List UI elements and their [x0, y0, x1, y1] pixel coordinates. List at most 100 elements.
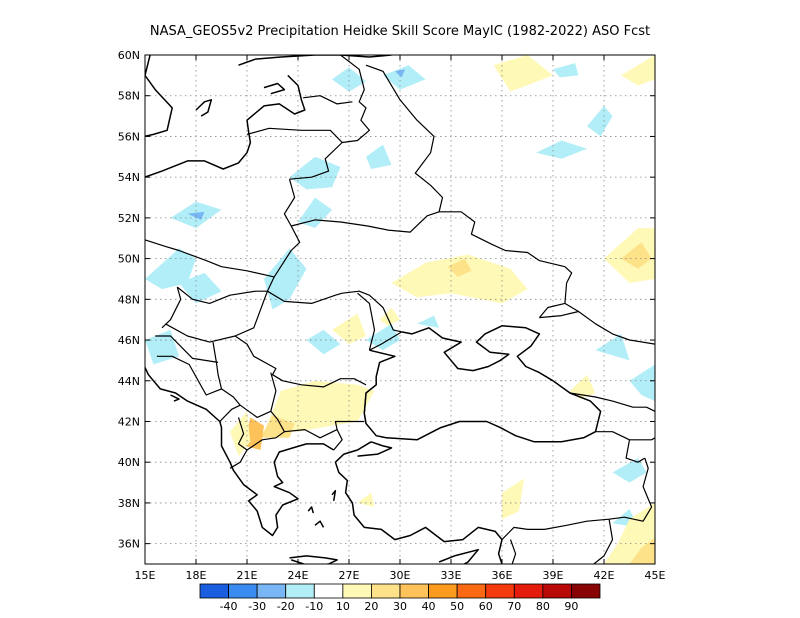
coastline: [314, 520, 325, 528]
lon-tick-label: 36E: [492, 569, 513, 582]
skill-score-shading: [145, 55, 655, 564]
lon-tick-label: 45E: [645, 569, 666, 582]
colorbar-label: 70: [507, 600, 521, 613]
coastline: [145, 74, 306, 178]
skill-shading-patch: [145, 329, 179, 365]
coastline: [401, 325, 602, 432]
lon-tick-label: 24E: [288, 569, 309, 582]
skill-shading-patch: [264, 248, 307, 310]
skill-shading-patch: [629, 364, 655, 402]
country-border: [509, 539, 517, 564]
colorbar-label: 90: [564, 600, 578, 613]
skill-shading-patch: [493, 55, 553, 92]
lat-lon-grid: [145, 55, 655, 564]
lat-tick-label: 52N: [118, 212, 140, 225]
country-border: [165, 290, 268, 343]
lat-tick-label: 44N: [118, 375, 140, 388]
skill-shading-patch: [447, 258, 472, 277]
colorbar-label: 80: [536, 600, 550, 613]
lon-tick-label: 15E: [135, 569, 156, 582]
coastline: [334, 441, 503, 564]
country-border: [156, 355, 222, 396]
country-border: [155, 335, 219, 363]
colorbar-swatch: [199, 583, 229, 599]
skill-shading-patch: [366, 323, 400, 351]
skill-shading-patch: [379, 307, 400, 326]
country-border: [569, 392, 655, 412]
colorbar-label: 50: [450, 600, 464, 613]
skill-shading-patch: [179, 272, 222, 304]
skill-shading-patch: [502, 478, 525, 520]
coastline: [145, 55, 173, 138]
axis-ticks: 15E 18E 21E 24E 27E 30E 33E 36E 39E 42E 45E 36N 38N 4…: [118, 49, 666, 582]
country-border: [270, 372, 365, 439]
lat-tick-label: 60N: [118, 49, 140, 62]
lat-tick-label: 36N: [118, 538, 140, 551]
colorbar-label: -10: [305, 600, 323, 613]
lat-tick-label: 42N: [118, 415, 140, 428]
coastline: [170, 394, 180, 402]
colorbar-label: 30: [393, 600, 407, 613]
skill-shading-patch: [366, 144, 392, 169]
skill-shading-patch: [621, 242, 652, 269]
coastline: [331, 489, 337, 502]
lat-tick-label: 50N: [118, 253, 140, 266]
coastline: [357, 441, 393, 457]
lon-tick-label: 27E: [339, 569, 360, 582]
country-border: [593, 519, 614, 564]
country-border: [212, 342, 272, 418]
skill-shading-patch: [230, 411, 251, 457]
coastline: [307, 506, 315, 514]
lon-tick-label: 21E: [237, 569, 258, 582]
skill-shading-patch: [340, 390, 366, 418]
skill-shading-patch: [536, 140, 587, 159]
colorbar-swatch: [285, 583, 315, 599]
coastline: [195, 99, 213, 117]
colorbar: -40 -30 -20 -10 10 20 30 40 50 60 70 80 90: [199, 583, 601, 613]
skill-shading-patch: [417, 315, 440, 328]
country-border: [625, 439, 646, 463]
country-border: [161, 286, 182, 329]
skill-shading-patch: [298, 197, 332, 229]
skill-shading-patch: [629, 537, 655, 564]
lon-tick-label: 42E: [594, 569, 615, 582]
skill-shading-patch: [145, 248, 196, 290]
colorbar-label: -30: [248, 600, 266, 613]
coastline: [363, 349, 596, 443]
colorbar-swatch: [399, 583, 429, 599]
country-border: [234, 335, 367, 388]
skill-shading-patch: [570, 374, 596, 400]
country-border: [333, 429, 343, 451]
skill-shading-patch: [595, 333, 630, 361]
skill-shading-patch: [332, 313, 366, 345]
country-border: [365, 64, 573, 318]
skill-shading-patch: [553, 63, 579, 78]
colorbar-swatch: [428, 583, 458, 599]
country-border: [357, 292, 376, 351]
colorbar-label: 20: [364, 600, 378, 613]
country-border: [595, 431, 655, 441]
country-border: [564, 302, 655, 345]
colorbar-swatch: [456, 583, 487, 599]
map-title: NASA_GEOS5v2 Precipitation Heidke Skill …: [150, 24, 650, 39]
coastline: [238, 55, 392, 66]
country-border: [539, 310, 579, 319]
country-border: [283, 179, 440, 233]
lon-tick-label: 39E: [543, 569, 564, 582]
colorbar-swatch: [485, 583, 515, 599]
skill-shading-patch: [306, 329, 341, 355]
colorbar-swatch: [371, 583, 401, 599]
country-border: [229, 449, 248, 469]
lon-tick-label: 18E: [186, 569, 207, 582]
country-boundaries: [145, 55, 655, 564]
country-border: [303, 95, 353, 105]
colorbar-label: 40: [422, 600, 436, 613]
coastline: [289, 555, 338, 564]
colorbar-swatch: [228, 583, 258, 599]
skill-shading-patch: [332, 67, 366, 92]
skill-shading-patch: [612, 458, 647, 483]
skill-shading-patch: [391, 254, 528, 304]
skill-shading-patch: [357, 492, 375, 507]
skill-shading-patch: [587, 105, 613, 137]
